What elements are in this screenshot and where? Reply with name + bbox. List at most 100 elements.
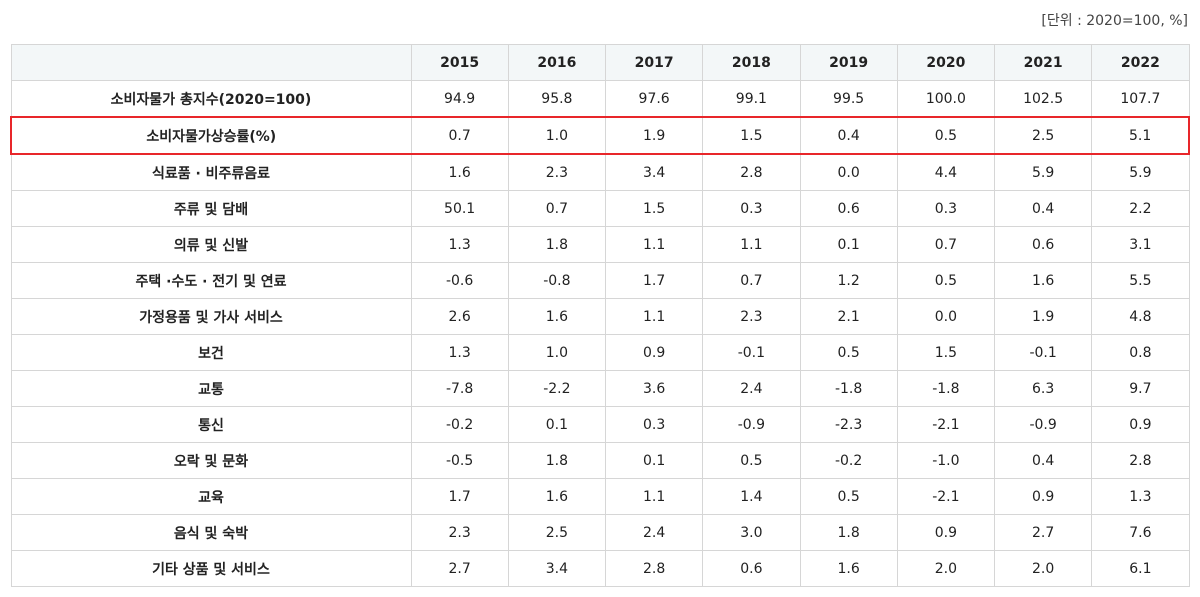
row-label: 소비자물가 총지수(2020=100) <box>10 80 412 118</box>
cell: 1.7 <box>410 478 509 515</box>
cell: 1.5 <box>702 116 801 155</box>
header-cell: 2016 <box>507 44 607 81</box>
cell: 1.3 <box>410 226 509 263</box>
cell: 1.8 <box>799 514 898 551</box>
cell: 107.7 <box>1091 80 1190 118</box>
cell: 97.6 <box>604 80 704 118</box>
cell: 0.5 <box>799 334 898 371</box>
cell: 0.5 <box>896 262 996 299</box>
table-row: 가정용품 및 가사 서비스 2.6 1.6 1.1 2.3 2.1 0.0 1.9 4.8 <box>10 298 1190 335</box>
cell: 2.3 <box>702 298 801 335</box>
cell: 2.5 <box>507 514 607 551</box>
cell: 2.8 <box>702 153 801 191</box>
table-row: 교육 1.7 1.6 1.1 1.4 0.5 -2.1 0.9 1.3 <box>10 478 1190 515</box>
cell: 99.5 <box>799 80 898 118</box>
cell: 3.6 <box>604 370 704 407</box>
cell: 1.6 <box>507 478 607 515</box>
cell: 0.0 <box>896 298 996 335</box>
cell: 1.3 <box>1091 478 1190 515</box>
cell: 4.4 <box>896 153 996 191</box>
table-row: 주택 ·수도 · 전기 및 연료 -0.6 -0.8 1.7 0.7 1.2 0.5 1.6 5… <box>10 262 1190 299</box>
cell: -1.0 <box>896 442 996 479</box>
row-label: 식료품 · 비주류음료 <box>10 153 412 191</box>
cell: 1.1 <box>604 478 704 515</box>
cell: 1.0 <box>507 116 607 155</box>
unit-note: [단위 : 2020=100, %] <box>1041 13 1188 29</box>
cell: 3.4 <box>604 153 704 191</box>
row-label: 교육 <box>10 478 412 515</box>
cell: -0.5 <box>410 442 509 479</box>
cell: 1.4 <box>702 478 801 515</box>
cell: 1.5 <box>604 190 704 227</box>
cell: -2.3 <box>799 406 898 443</box>
table-row: 음식 및 숙박 2.3 2.5 2.4 3.0 1.8 0.9 2.7 7.6 <box>10 514 1190 551</box>
cell: -0.2 <box>799 442 898 479</box>
header-cell: 2021 <box>993 44 1093 81</box>
row-label: 기타 상품 및 서비스 <box>10 550 412 587</box>
cell: 0.7 <box>410 116 509 155</box>
cell: 1.0 <box>507 334 607 371</box>
cell: -2.1 <box>896 478 996 515</box>
cell: 3.1 <box>1091 226 1190 263</box>
cell: 6.3 <box>993 370 1093 407</box>
cell: 1.6 <box>799 550 898 587</box>
cell: -7.8 <box>410 370 509 407</box>
cell: 1.2 <box>799 262 898 299</box>
cell: 5.9 <box>1091 153 1190 191</box>
cell: 1.1 <box>604 298 704 335</box>
cell: 0.9 <box>1091 406 1190 443</box>
cell: 100.0 <box>896 80 996 118</box>
cell: 0.9 <box>993 478 1093 515</box>
cell: 2.3 <box>507 153 607 191</box>
cell: 2.5 <box>993 116 1093 155</box>
cell: 1.6 <box>507 298 607 335</box>
cell: 2.6 <box>410 298 509 335</box>
table-row: 소비자물가상승률(%) 0.7 1.0 1.9 1.5 0.4 0.5 2.5 5.1 <box>10 116 1191 155</box>
cell: 102.5 <box>993 80 1093 118</box>
cell: -0.2 <box>410 406 509 443</box>
cell: 2.0 <box>993 550 1093 587</box>
cell: 0.8 <box>1091 334 1190 371</box>
cell: 2.2 <box>1091 190 1190 227</box>
cell: 1.3 <box>410 334 509 371</box>
cell: 1.7 <box>604 262 704 299</box>
cell: 0.9 <box>896 514 996 551</box>
cell: -1.8 <box>799 370 898 407</box>
cell: 1.9 <box>604 116 704 155</box>
header-cell: 2020 <box>896 44 996 81</box>
cell: 1.8 <box>507 442 607 479</box>
table-row: 오락 및 문화 -0.5 1.8 0.1 0.5 -0.2 -1.0 0.4 2.8 <box>10 442 1190 479</box>
table-row: 소비자물가 총지수(2020=100) 94.9 95.8 97.6 99.1 99.5 1… <box>10 80 1190 118</box>
header-cell <box>10 44 412 81</box>
cell: -1.8 <box>896 370 996 407</box>
cell: -0.1 <box>993 334 1093 371</box>
cell: 5.5 <box>1091 262 1190 299</box>
cell: 0.9 <box>604 334 704 371</box>
cell: 0.3 <box>896 190 996 227</box>
table-row: 의류 및 신발 1.3 1.8 1.1 1.1 0.1 0.7 0.6 3.1 <box>10 226 1190 263</box>
cell: -0.8 <box>507 262 607 299</box>
header-cell: 2018 <box>702 44 801 81</box>
cell: 2.1 <box>799 298 898 335</box>
cell: 5.1 <box>1091 116 1191 155</box>
cell: 2.4 <box>702 370 801 407</box>
cell: 9.7 <box>1091 370 1190 407</box>
row-label: 주택 ·수도 · 전기 및 연료 <box>10 262 412 299</box>
row-label: 오락 및 문화 <box>10 442 412 479</box>
cell: 2.8 <box>1091 442 1190 479</box>
cell: 2.3 <box>410 514 509 551</box>
cell: 0.4 <box>993 442 1093 479</box>
cell: 1.5 <box>896 334 996 371</box>
cell: 0.7 <box>896 226 996 263</box>
cell: 2.7 <box>993 514 1093 551</box>
row-label: 가정용품 및 가사 서비스 <box>10 298 412 335</box>
table-row: 기타 상품 및 서비스 2.7 3.4 2.8 0.6 1.6 2.0 2.0 6.1 <box>10 550 1190 587</box>
cell: 0.6 <box>702 550 801 587</box>
cell: -0.6 <box>410 262 509 299</box>
cell: -0.1 <box>702 334 801 371</box>
cell: 6.1 <box>1091 550 1190 587</box>
cell: 2.4 <box>604 514 704 551</box>
table-row: 교통 -7.8 -2.2 3.6 2.4 -1.8 -1.8 6.3 9.7 <box>10 370 1190 407</box>
cell: 5.9 <box>993 153 1093 191</box>
cell: 7.6 <box>1091 514 1190 551</box>
